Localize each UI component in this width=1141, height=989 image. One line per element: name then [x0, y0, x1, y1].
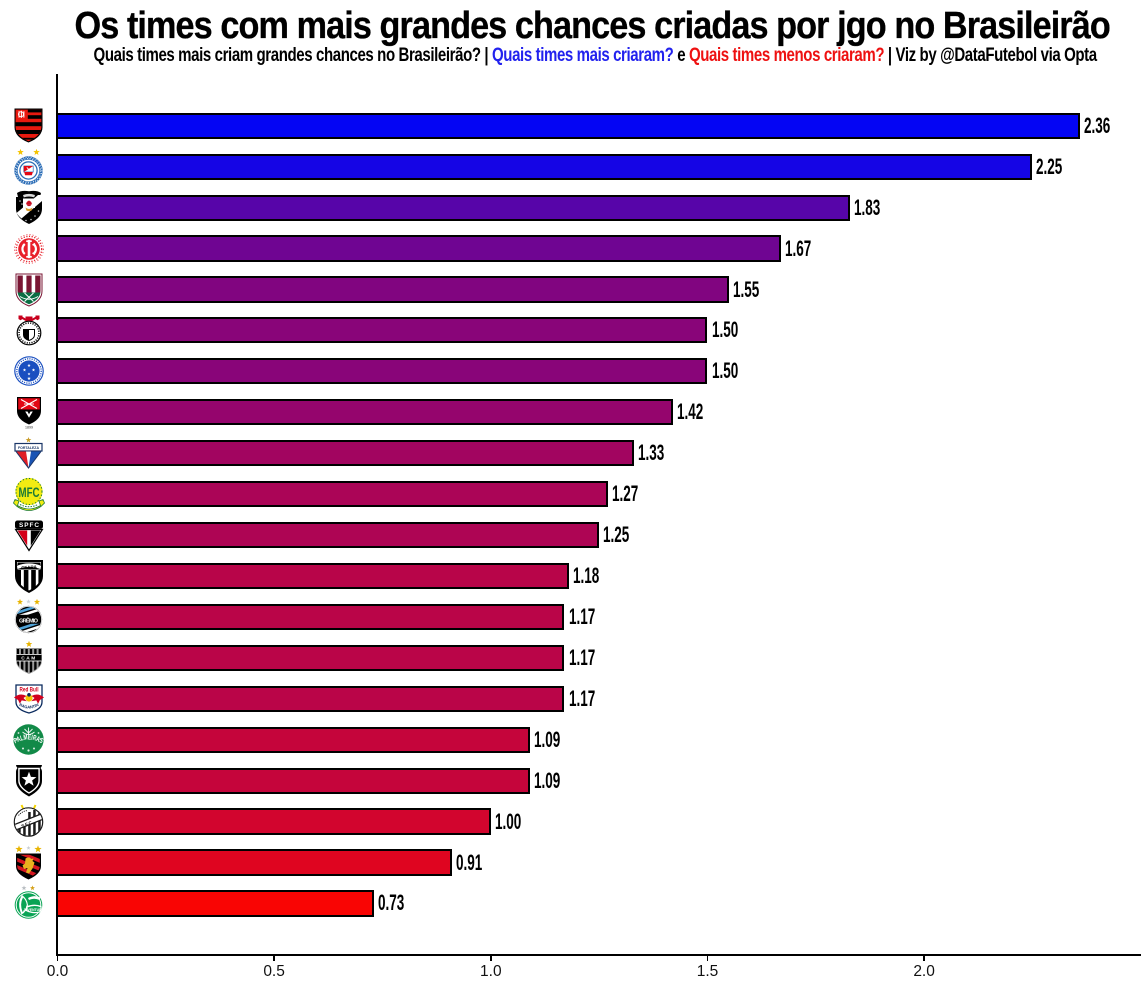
svg-text:JUVENTUDE: JUVENTUDE: [23, 909, 44, 913]
svg-text:SPFC: SPFC: [19, 522, 39, 529]
svg-text:GRÊMIO: GRÊMIO: [19, 617, 39, 625]
svg-text:CEARA: CEARA: [21, 564, 38, 570]
svg-text:MFC: MFC: [18, 485, 39, 500]
svg-text:1899: 1899: [25, 425, 33, 429]
svg-text:Red Bull: Red Bull: [19, 688, 38, 694]
svg-text:FORTALEZA: FORTALEZA: [18, 445, 39, 450]
svg-text:SFC: SFC: [21, 820, 34, 829]
svg-text:CAM: CAM: [21, 656, 36, 662]
